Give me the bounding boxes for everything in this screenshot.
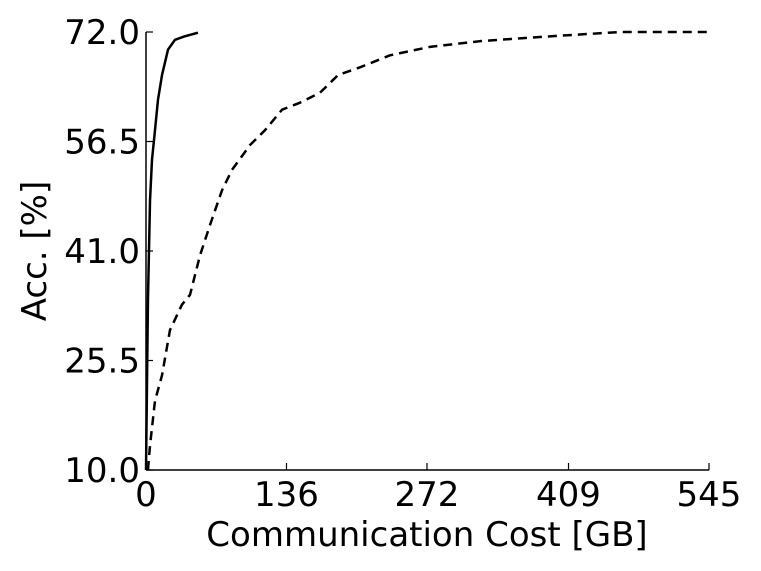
y-tick-label: 72.0 bbox=[64, 13, 140, 53]
x-axis-label: Communication Cost [GB] bbox=[206, 515, 647, 555]
y-tick-label: 25.5 bbox=[64, 342, 140, 382]
y-axis-label: Acc. [%] bbox=[15, 181, 55, 322]
x-tick-label: 545 bbox=[677, 475, 742, 515]
y-tick-label: 41.0 bbox=[64, 232, 140, 272]
x-tick-label: 409 bbox=[536, 475, 601, 515]
y-tick-label: 10.0 bbox=[64, 451, 140, 491]
series-line bbox=[144, 31, 199, 471]
x-tick-label: 136 bbox=[254, 475, 319, 515]
y-tick-label: 56.5 bbox=[64, 123, 140, 163]
x-tick-label: 0 bbox=[135, 475, 157, 515]
x-tick-label: 272 bbox=[395, 475, 460, 515]
series-line bbox=[146, 30, 709, 471]
